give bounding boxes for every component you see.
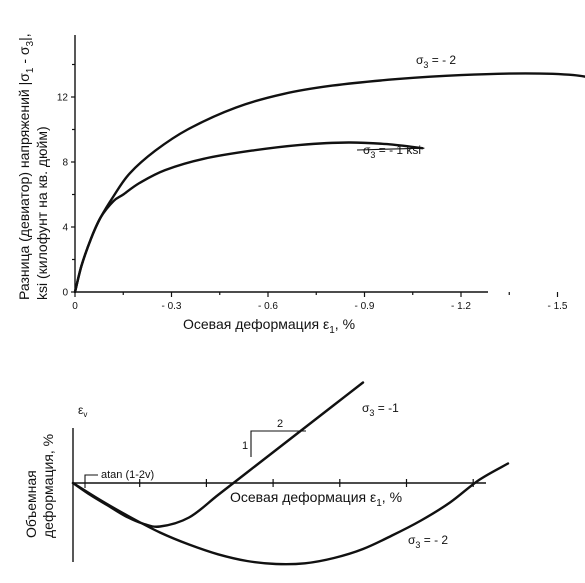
top-axis-ticks: 0 - 0.3 - 0.6 - 0.9 - 1.2 - 1.5 0 4 8 12 [57,63,568,312]
label-sigma3-minus1: σ3 = - 1 ksi [363,143,421,160]
bottom-y-axis-title: Объемная деформация, % [23,434,56,538]
curve-sigma3-minus2 [73,72,585,294]
label-bottom-sigma3-minus1: σ3 = -1 [362,401,399,418]
curve-bottom-sigma3-minus1 [71,381,365,528]
top-y-tick-label: 0 [62,288,68,299]
top-x-tick-label: - 0.6 [258,301,278,312]
slope-run-label: 2 [277,418,283,430]
top-x-tick-label: 0 [72,301,78,312]
top-curves [73,72,585,294]
atan-label: atan (1-2v) [101,469,154,481]
slope-triangle [250,430,306,457]
curve-bottom-sigma3-minus2 [71,462,510,566]
volumetric-strain-chart: εv atan (1-2v) 1 2 σ3 = -1 σ3 = - 2 Осев… [23,381,510,566]
top-y-tick-label: 12 [57,93,69,104]
bottom-y-title-line1: Объемная [23,470,39,538]
curve-sigma3-minus1 [73,141,424,294]
top-y-title-line1: Разница (девиатор) напряжений |σ1 - σ3|, [16,33,36,300]
atan-leader [84,474,98,488]
top-y-title-line2: ksi (килофунт на кв. дюйм) [34,126,50,300]
label-leader-minus1 [356,147,425,151]
top-x-axis-title: Осевая деформация ε1, % [183,316,355,336]
stress-strain-chart: 0 - 0.3 - 0.6 - 0.9 - 1.2 - 1.5 0 4 8 12 σ3 = - 2… [16,33,585,336]
bottom-x-axis-title: Осевая деформация ε1, % [230,489,402,509]
bottom-curves [71,381,510,566]
slope-rise-label: 1 [242,440,248,452]
label-bottom-sigma3-minus2: σ3 = - 2 [408,533,448,550]
top-y-tick-label: 8 [62,158,68,169]
top-x-tick-label: - 0.9 [354,301,374,312]
epsilon-v-label: εv [78,403,87,419]
top-x-tick-label: - 1.5 [547,301,567,312]
top-y-tick-label: 4 [62,223,68,234]
label-sigma3-minus2: σ3 = - 2 [416,53,456,70]
top-x-tick-label: - 1.2 [451,301,471,312]
bottom-y-title-line2: деформация, % [40,434,56,538]
top-x-tick-label: - 0.3 [161,301,181,312]
top-y-axis-title: Разница (девиатор) напряжений |σ1 - σ3|,… [16,33,50,300]
